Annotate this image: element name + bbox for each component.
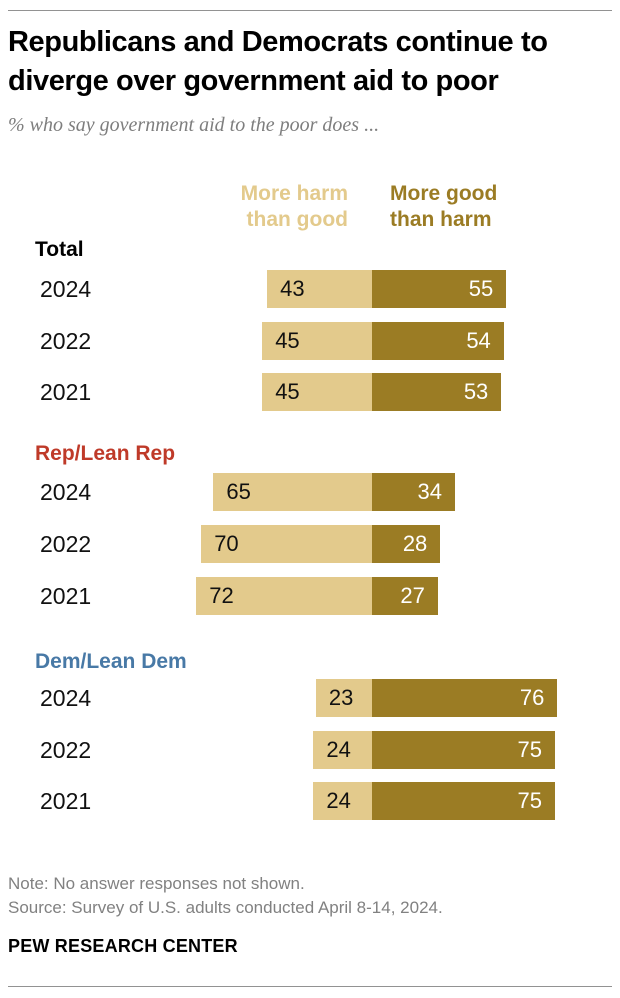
bar-value-harm: 45 bbox=[275, 379, 300, 404]
bar-value-good: 75 bbox=[517, 737, 542, 762]
bar-row-rep-2022: 2022 70 28 bbox=[0, 525, 620, 563]
year-label: 2022 bbox=[40, 531, 92, 557]
bar-good: 75 bbox=[372, 782, 555, 820]
year-label: 2021 bbox=[40, 788, 92, 814]
bar-harm: 23 bbox=[315, 679, 372, 717]
year-label: 2024 bbox=[40, 685, 92, 711]
group-label-dem: Dem/Lean Dem bbox=[35, 650, 187, 673]
bar-row-dem-2022: 2022 24 75 bbox=[0, 731, 620, 769]
year-label: 2024 bbox=[40, 479, 92, 505]
chart-title-line1: Republicans and Democrats continue to bbox=[8, 26, 548, 58]
legend-more-harm: More harm than good bbox=[240, 182, 348, 231]
bar-row-dem-2024: 2024 23 76 bbox=[0, 679, 620, 717]
bar-harm: 70 bbox=[201, 525, 372, 563]
bar-value-harm: 43 bbox=[280, 276, 305, 301]
bar-harm: 72 bbox=[196, 577, 372, 615]
pew-research-center-wordmark: PEW RESEARCH CENTER bbox=[8, 936, 238, 956]
bar-good: 76 bbox=[372, 679, 558, 717]
bar-row-total-2021: 2021 45 53 bbox=[0, 373, 620, 411]
bar-row-rep-2024: 2024 65 34 bbox=[0, 473, 620, 511]
bar-good: 54 bbox=[372, 322, 504, 360]
bottom-rule bbox=[8, 986, 612, 987]
group-label-rep: Rep/Lean Rep bbox=[35, 442, 176, 465]
bar-harm: 45 bbox=[262, 373, 372, 411]
year-label: 2024 bbox=[40, 276, 92, 302]
bar-value-harm: 72 bbox=[209, 583, 234, 608]
bar-value-good: 76 bbox=[519, 685, 545, 710]
bar-row-rep-2021: 2021 72 27 bbox=[0, 577, 620, 615]
bar-row-dem-2021: 2021 24 75 bbox=[0, 782, 620, 820]
bar-value-good: 28 bbox=[402, 531, 428, 556]
bar-harm: 65 bbox=[213, 473, 372, 511]
group-label-total: Total bbox=[35, 238, 84, 261]
bar-value-good: 75 bbox=[517, 788, 542, 813]
bar-value-good: 54 bbox=[466, 328, 491, 353]
bar-value-good: 34 bbox=[417, 479, 442, 504]
bar-harm: 43 bbox=[267, 270, 372, 308]
chart-subtitle: % who say government aid to the poor doe… bbox=[8, 114, 380, 136]
bar-row-total-2022: 2022 45 54 bbox=[0, 322, 620, 360]
bar-value-good: 27 bbox=[400, 583, 425, 608]
bar-harm: 24 bbox=[313, 782, 372, 820]
footnotes: Note: No answer responses not shown. Sou… bbox=[8, 872, 608, 920]
bar-good: 75 bbox=[372, 731, 555, 769]
bar-row-total-2024: 2024 43 55 bbox=[0, 270, 620, 308]
chart-title: Republicans and Democrats continue to di… bbox=[8, 23, 612, 101]
bar-value-harm: 24 bbox=[326, 788, 351, 813]
year-label: 2021 bbox=[40, 583, 92, 609]
bar-value-harm: 24 bbox=[326, 737, 351, 762]
bar-good: 34 bbox=[372, 473, 455, 511]
year-label: 2022 bbox=[40, 328, 92, 354]
bar-value-harm: 65 bbox=[226, 479, 251, 504]
source-text: Source: Survey of U.S. adults conducted … bbox=[8, 898, 443, 917]
bar-good: 28 bbox=[372, 525, 441, 563]
bar-value-harm: 23 bbox=[328, 685, 354, 710]
bar-value-good: 55 bbox=[468, 276, 494, 301]
bar-good: 55 bbox=[372, 270, 507, 308]
bar-value-harm: 45 bbox=[275, 328, 300, 353]
bar-value-good: 53 bbox=[463, 379, 489, 404]
note-text: Note: No answer responses not shown. bbox=[8, 874, 305, 893]
bar-good: 27 bbox=[372, 577, 438, 615]
bar-good: 53 bbox=[372, 373, 502, 411]
year-label: 2022 bbox=[40, 737, 92, 763]
year-label: 2021 bbox=[40, 379, 92, 405]
legend-more-good: More good than harm bbox=[390, 182, 498, 231]
top-rule bbox=[8, 10, 612, 11]
bar-harm: 24 bbox=[313, 731, 372, 769]
chart-title-line2: diverge over government aid to poor bbox=[8, 65, 499, 97]
bar-harm: 45 bbox=[262, 322, 372, 360]
bar-value-harm: 70 bbox=[214, 531, 239, 556]
